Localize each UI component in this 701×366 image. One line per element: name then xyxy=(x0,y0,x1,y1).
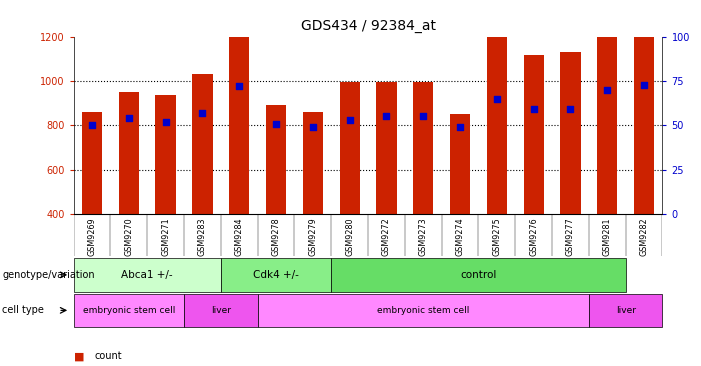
Text: control: control xyxy=(461,270,496,280)
Text: GSM9276: GSM9276 xyxy=(529,217,538,256)
Point xyxy=(344,117,355,123)
Point xyxy=(123,115,135,121)
Bar xyxy=(597,0,618,214)
Bar xyxy=(192,74,212,214)
Bar xyxy=(229,0,250,214)
Bar xyxy=(560,52,580,214)
Text: embryonic stem cell: embryonic stem cell xyxy=(83,306,175,315)
Text: GSM9274: GSM9274 xyxy=(456,217,465,256)
Bar xyxy=(258,294,589,327)
Bar xyxy=(589,294,662,327)
Bar xyxy=(413,82,433,214)
Text: GSM9278: GSM9278 xyxy=(271,217,280,256)
Point xyxy=(528,107,539,112)
Bar xyxy=(331,258,625,292)
Bar xyxy=(74,258,221,292)
Text: cell type: cell type xyxy=(2,305,44,315)
Text: GSM9269: GSM9269 xyxy=(88,217,97,256)
Bar xyxy=(82,112,102,214)
Bar xyxy=(118,92,139,214)
Text: GSM9281: GSM9281 xyxy=(603,217,612,256)
Point xyxy=(86,122,97,128)
Text: GSM9275: GSM9275 xyxy=(492,217,501,256)
Bar xyxy=(634,0,654,214)
Point xyxy=(565,107,576,112)
Text: ■: ■ xyxy=(74,351,84,362)
Bar xyxy=(266,105,286,214)
Bar xyxy=(74,294,184,327)
Point xyxy=(418,113,429,119)
Text: GSM9271: GSM9271 xyxy=(161,217,170,256)
Text: embryonic stem cell: embryonic stem cell xyxy=(377,306,470,315)
Text: liver: liver xyxy=(211,306,231,315)
Text: GSM9282: GSM9282 xyxy=(639,217,648,256)
Point xyxy=(639,82,650,87)
Bar xyxy=(303,112,323,214)
Text: Cdk4 +/-: Cdk4 +/- xyxy=(253,270,299,280)
Point xyxy=(454,124,465,130)
Text: GSM9272: GSM9272 xyxy=(382,217,391,256)
Bar xyxy=(221,258,331,292)
Bar xyxy=(524,56,544,214)
Text: genotype/variation: genotype/variation xyxy=(2,270,95,280)
Text: GSM9283: GSM9283 xyxy=(198,217,207,256)
Point xyxy=(160,119,171,125)
Title: GDS434 / 92384_at: GDS434 / 92384_at xyxy=(301,19,435,33)
Text: count: count xyxy=(95,351,122,362)
Point xyxy=(271,121,282,127)
Point xyxy=(381,113,392,119)
Point xyxy=(233,83,245,89)
Bar xyxy=(339,82,360,214)
Bar xyxy=(184,294,257,327)
Text: GSM9273: GSM9273 xyxy=(418,217,428,256)
Text: GSM9270: GSM9270 xyxy=(124,217,133,256)
Point xyxy=(601,87,613,93)
Point xyxy=(307,124,318,130)
Point xyxy=(197,110,208,116)
Bar xyxy=(486,10,507,214)
Text: GSM9284: GSM9284 xyxy=(235,217,244,256)
Text: GSM9277: GSM9277 xyxy=(566,217,575,256)
Text: Abca1 +/-: Abca1 +/- xyxy=(121,270,173,280)
Bar xyxy=(376,82,397,214)
Bar xyxy=(450,114,470,214)
Text: GSM9280: GSM9280 xyxy=(345,217,354,256)
Bar xyxy=(156,96,176,214)
Text: liver: liver xyxy=(615,306,636,315)
Point xyxy=(491,96,503,102)
Text: GSM9279: GSM9279 xyxy=(308,217,318,256)
